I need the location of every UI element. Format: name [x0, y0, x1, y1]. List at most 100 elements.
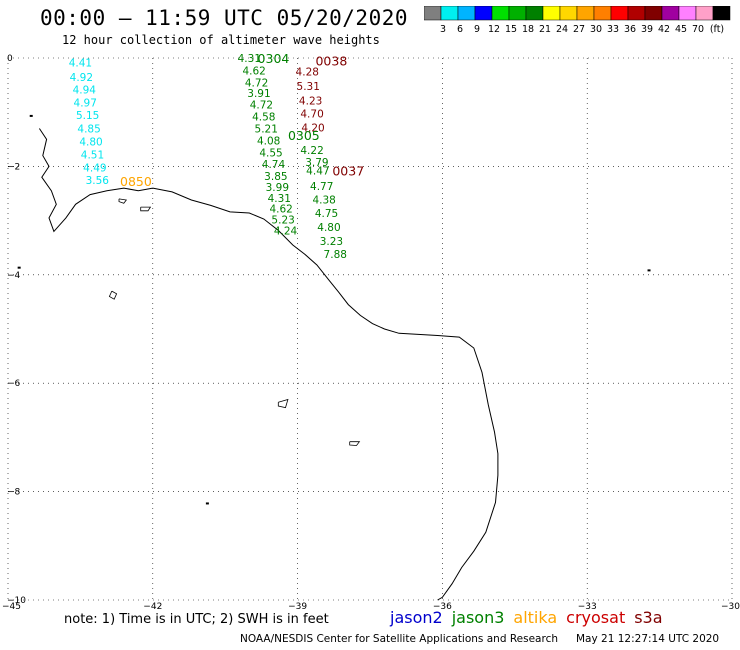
satellite-legend: jason2 jason3 altika cryosat s3a: [390, 608, 672, 627]
wave-height-value: 5.23: [271, 215, 294, 227]
chart-title: 00:00 – 11:59 UTC 05/20/2020: [40, 6, 409, 30]
pass-time-label: 0850: [120, 174, 152, 189]
wave-height-value: 4.23: [299, 95, 322, 107]
satellite-legend-item: jason3: [451, 608, 505, 627]
colorbar-label: 45: [675, 24, 687, 35]
pass-time-label: 0038: [315, 54, 347, 69]
wave-height-value: 4.72: [250, 100, 273, 112]
satellite-legend-item: s3a: [634, 608, 663, 627]
wave-height-value: 4.24: [274, 225, 298, 237]
wave-height-value: 4.47: [306, 166, 329, 178]
lon-label: −30: [721, 602, 740, 610]
wave-height-value: 3.79: [305, 157, 328, 169]
colorbar-label: 42: [658, 24, 670, 35]
wave-height-value: 4.22: [300, 145, 323, 157]
altimeter-track: 4.28 5.31 4.234.70 4.20 0038: [296, 54, 348, 135]
lat-label: −10: [7, 596, 26, 606]
colorbar-label: 6: [457, 24, 463, 35]
wave-height-value: 4.55: [259, 147, 282, 159]
island-outline: [108, 290, 118, 300]
grid-lines: [7, 57, 733, 601]
wave-height-value: 4.80: [317, 222, 340, 234]
satellite-legend-item: cryosat: [566, 608, 626, 627]
satellite-legend-item: jason2: [390, 608, 443, 627]
lat-label: −2: [7, 162, 20, 172]
island-speck: [29, 114, 33, 117]
colorbar-label: 9: [474, 24, 480, 35]
lon-label: −36: [433, 602, 452, 610]
wave-height-value: 4.51: [81, 149, 104, 161]
altimeter-track: 4.223.794.47 4.774.38 4.75 4.80 3.237.88 0305: [288, 128, 347, 261]
island-speck: [647, 269, 651, 272]
wave-height-value: 4.41: [69, 57, 92, 69]
wave-height-value: 4.77: [310, 181, 333, 193]
altimeter-track: 4.314.624.723.914.724.585.214.084.554.74…: [238, 51, 298, 237]
wave-height-value: 5.15: [76, 110, 99, 122]
lon-label: −42: [143, 602, 162, 610]
wave-height-value: 3.85: [264, 171, 287, 183]
island-speck: [17, 266, 21, 269]
colorbar-label: 39: [641, 24, 653, 35]
wave-height-value: 4.58: [252, 112, 275, 124]
wave-height-value: 4.70: [300, 108, 323, 120]
island-speck: [205, 502, 209, 505]
lat-label: −8: [7, 488, 21, 498]
colorbar-label: 24: [556, 24, 568, 35]
colorbar-label: 70: [692, 24, 704, 35]
lat-label: 0: [7, 54, 13, 64]
wave-height-value: 4.62: [242, 65, 265, 77]
wave-height-value: 4.97: [74, 97, 97, 109]
color-scale-legend: 3 6 9 12 15 18 21 24 27 30 33 36 39 42 45 70 (ft): [424, 6, 731, 35]
generation-timestamp: May 21 12:27:14 UTC 2020: [576, 633, 720, 645]
wave-height-value: 7.88: [324, 249, 347, 261]
lon-label: −45: [2, 602, 21, 610]
wave-height-value: 3.91: [247, 88, 270, 100]
colorbar-label: 18: [522, 24, 534, 35]
wave-height-value: 4.85: [77, 123, 100, 135]
lat-label: −4: [7, 271, 21, 281]
wave-height-value: 4.31: [268, 193, 291, 205]
lon-label: −39: [288, 602, 307, 610]
pass-time-label: 0304: [258, 51, 290, 66]
coastline-east: [152, 187, 499, 601]
colorbar-label: 12: [488, 24, 500, 35]
altimeter-track: 0850: [120, 174, 152, 189]
wave-height-value: 4.49: [83, 162, 106, 174]
credit-line: NOAA/NESDIS Center for Satellite Applica…: [240, 633, 719, 645]
lon-label: −33: [578, 602, 597, 610]
wave-height-value: 5.31: [297, 81, 320, 93]
pass-time-label: 0037: [332, 164, 364, 179]
wave-height-value: 4.20: [301, 122, 324, 134]
credit-text: NOAA/NESDIS Center for Satellite Applica…: [240, 633, 558, 645]
island-outline: [349, 441, 361, 446]
units-note: note: 1) Time is in UTC; 2) SWH is in fe…: [64, 612, 329, 627]
wave-height-value: 4.75: [315, 208, 338, 220]
wave-height-value: 3.23: [320, 236, 343, 248]
wave-height-value: 3.99: [266, 182, 289, 194]
altimeter-track: 0037: [332, 164, 364, 179]
island-outline: [118, 198, 128, 204]
chart-subtitle: 12 hour collection of altimeter wave hei…: [62, 33, 380, 47]
lat-label: −6: [7, 379, 21, 389]
wave-height-value: 4.80: [79, 136, 102, 148]
wave-height-value: 4.31: [238, 53, 261, 65]
altimeter-track: 4.41 4.924.944.975.154.854.804.514.493.56: [69, 57, 110, 187]
colorbar-label: 15: [505, 24, 517, 35]
colorbar-label: 33: [607, 24, 619, 35]
colorbar-label: 36: [624, 24, 636, 35]
colorbar-label: 30: [590, 24, 602, 35]
wave-height-value: 4.62: [269, 204, 292, 216]
colorbar-label: 27: [573, 24, 585, 35]
wave-height-value: 5.21: [255, 123, 278, 135]
colorbar-unit: (ft): [710, 24, 724, 35]
wave-height-value: 4.74: [262, 159, 286, 171]
satellite-legend-item: altika: [513, 608, 558, 627]
colorbar-swatch: [712, 6, 731, 21]
island-outline: [277, 398, 289, 409]
colorbar-label: 3: [440, 24, 446, 35]
pass-time-label: 0305: [288, 128, 320, 143]
wave-height-value: 4.92: [70, 72, 93, 84]
coastline-north: [38, 128, 153, 233]
wave-height-value: 4.28: [296, 67, 319, 79]
wave-height-value: 4.72: [245, 77, 268, 89]
